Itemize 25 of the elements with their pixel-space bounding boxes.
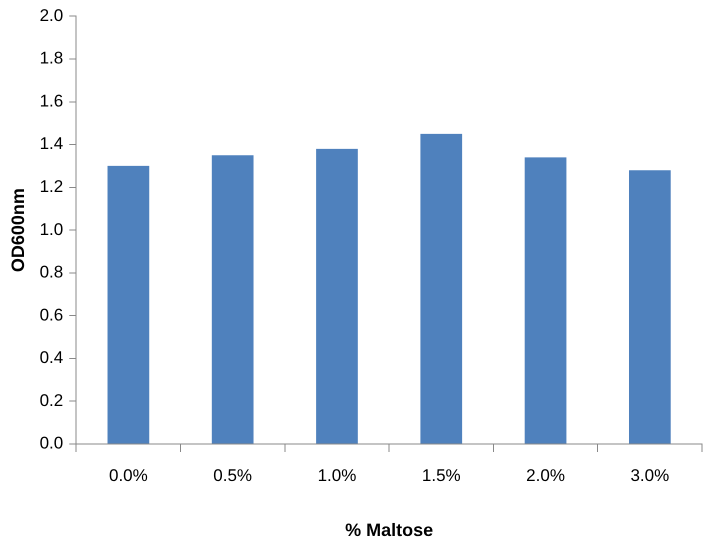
y-tick-label: 0.6 [40,305,64,324]
x-tick-label: 1.0% [318,466,356,485]
y-tick-label: 2.0 [40,6,64,25]
y-tick-label: 0.2 [40,390,64,410]
bar [628,170,671,444]
y-tick-label: 1.8 [40,48,64,68]
y-tick-label: 1.4 [40,134,64,154]
bar [316,148,358,444]
y-tick-label: 1.6 [40,91,64,110]
x-tick-label: 1.5% [422,466,461,485]
bar [524,157,566,444]
y-tick-label: 1.0 [40,220,64,239]
x-tick-label: 3.0% [630,466,670,485]
x-axis-title: % Maltose [345,520,434,540]
bar [108,166,150,444]
bar [420,134,462,444]
y-tick-label: 0.8 [40,262,64,282]
x-tick-label: 0.0% [109,466,148,485]
x-tick-label: 2.0% [526,466,565,485]
y-tick-label: 0.0 [40,434,64,453]
y-tick-label: 1.2 [40,177,64,196]
x-tick-label: 0.5% [213,466,252,485]
bar [212,155,254,444]
y-tick-label: 0.4 [40,348,64,368]
y-axis-title: OD600nm [8,188,28,272]
